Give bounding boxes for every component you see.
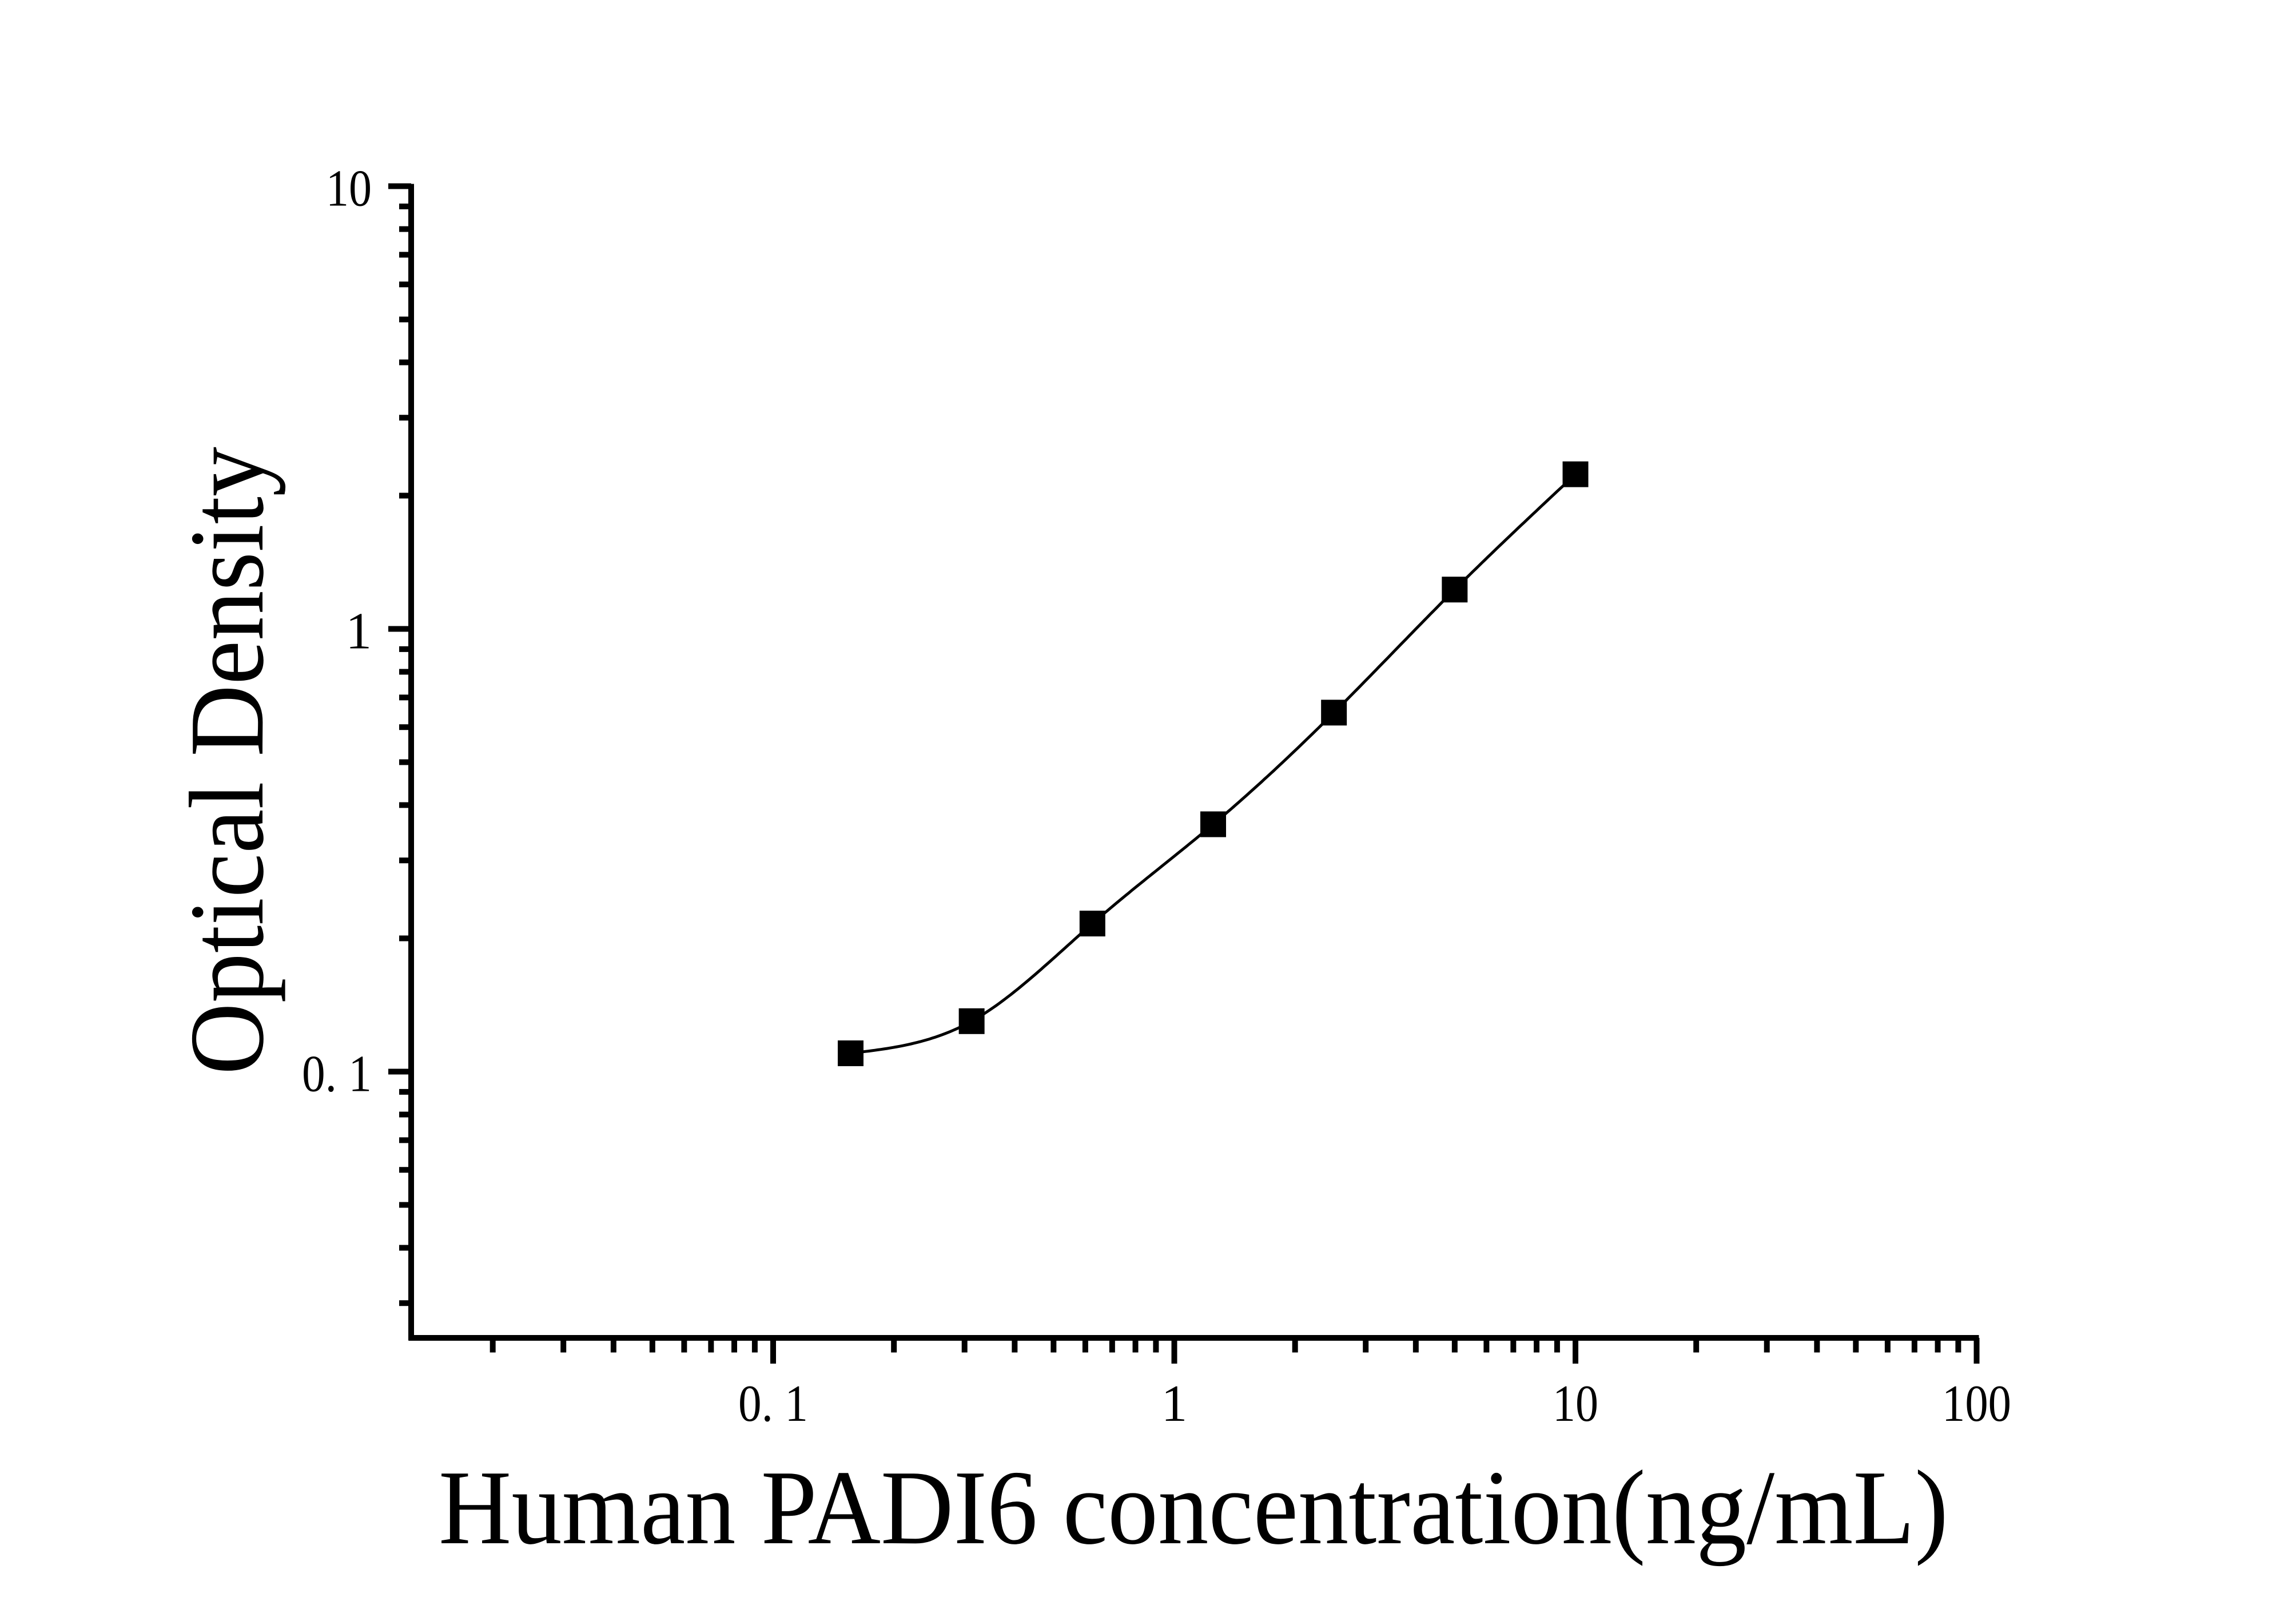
fit-curve — [850, 473, 1577, 1055]
x-axis-title: Human PADI6 concentration(ng/mL) — [439, 1449, 1948, 1567]
x-tick-label: 100 — [1942, 1374, 2011, 1432]
data-points — [837, 461, 1589, 1066]
data-point-marker — [837, 1040, 864, 1066]
y-tick-label: 10 — [326, 160, 372, 217]
x-tick-label: 10 — [1553, 1374, 1598, 1432]
x-axis-tick-labels: 0. 1 1 10 100 — [738, 1374, 2011, 1432]
data-point-marker — [958, 1008, 985, 1034]
x-tick-label: 1 — [1161, 1374, 1188, 1432]
data-point-marker — [1200, 811, 1226, 837]
x-tick-label: 0. 1 — [738, 1374, 808, 1432]
data-point-marker — [1321, 700, 1347, 726]
y-tick-label: 0. 1 — [302, 1045, 372, 1103]
x-axis: 0. 1 1 10 100 — [408, 1335, 2011, 1432]
y-axis-title: Optical Density — [168, 447, 286, 1075]
y-axis-tick-labels: 10 1 0. 1 — [302, 160, 372, 1103]
x-axis-ticks — [490, 1338, 1980, 1364]
y-axis-ticks — [388, 183, 411, 1306]
data-point-marker — [1442, 577, 1468, 603]
y-axis: 10 1 0. 1 — [302, 160, 414, 1341]
y-tick-label: 1 — [346, 602, 372, 660]
data-point-marker — [1562, 461, 1589, 487]
data-point-marker — [1079, 911, 1105, 937]
